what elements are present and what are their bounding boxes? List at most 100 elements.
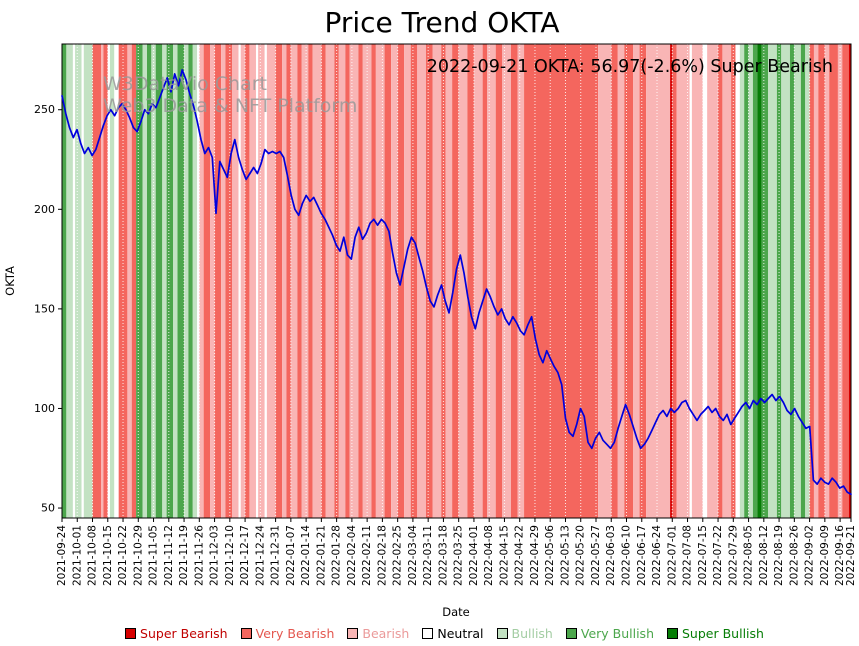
x-tick-label: 2022-01-28 (331, 525, 343, 586)
sentiment-band-bearish (349, 44, 359, 518)
sentiment-band-bullish (739, 44, 745, 518)
x-tick-label: 2022-02-11 (361, 525, 373, 586)
legend-label: Very Bearish (255, 626, 335, 641)
legend-item-super-bullish: Super Bullish (667, 626, 764, 641)
x-tick-label: 2021-10-22 (117, 525, 129, 586)
legend-swatch (347, 628, 359, 639)
x-tick-label: 2022-09-02 (804, 525, 816, 586)
sentiment-band-neutral (238, 44, 241, 518)
sentiment-band-bearish (325, 44, 335, 518)
price-line (61, 69, 852, 496)
sentiment-band-neutral (264, 44, 267, 518)
legend-swatch (125, 628, 137, 639)
x-tick-label: 2022-06-24 (651, 525, 663, 586)
sentiment-band-bearish (258, 44, 265, 518)
x-tick-label: 2021-10-29 (132, 525, 144, 586)
legend-label: Bearish (362, 626, 410, 641)
x-tick-label: 2022-03-18 (437, 525, 449, 586)
x-axis-ticks: 2021-09-24 2021-10-01 2021-10-08 2021-10-15… (56, 518, 857, 586)
x-tick-label: 2022-04-29 (529, 525, 541, 586)
sentiment-band-bearish (502, 44, 511, 518)
x-tick-label: 2022-07-22 (712, 525, 724, 586)
sentiment-band-very_bullish (188, 44, 193, 518)
sentiment-band-very_bullish (62, 44, 67, 518)
x-tick-label: 2022-02-04 (346, 525, 358, 586)
sentiment-band-bearish (517, 44, 525, 518)
sentiment-band-bullish (748, 44, 753, 518)
sentiment-band-very_bearish (410, 44, 418, 518)
sentiment-band-bearish (282, 44, 287, 518)
x-tick-label: 2022-02-25 (392, 525, 404, 586)
sentiment-band-bearish (210, 44, 215, 518)
legend-label: Super Bullish (682, 626, 764, 641)
sentiment-band-very_bearish (358, 44, 363, 518)
sentiment-band-very_bearish (829, 44, 838, 518)
sentiment-band-very_bearish (672, 44, 677, 518)
x-tick-label: 2021-12-03 (209, 525, 221, 586)
legend-swatch (240, 628, 252, 639)
sentiment-band-very_bullish (789, 44, 795, 518)
sentiment-band-bullish (109, 44, 115, 518)
x-tick-label: 2022-09-21 (845, 525, 857, 586)
y-tick-label: 50 (41, 502, 55, 515)
sentiment-band-bearish (404, 44, 411, 518)
legend-item-very-bullish: Very Bullish (565, 626, 654, 641)
legend-label: Bullish (511, 626, 553, 641)
sentiment-band-neutral (72, 44, 76, 518)
y-axis-label: OKTA (3, 266, 17, 296)
sentiment-band-very_bearish (345, 44, 350, 518)
x-tick-label: 2022-08-19 (773, 525, 785, 586)
x-tick-label: 2021-10-01 (71, 525, 83, 586)
sentiment-band-very_bullish (155, 44, 163, 518)
sentiment-band-bearish (445, 44, 453, 518)
sentiment-band-very_bearish (818, 44, 825, 518)
sentiment-band-very_bearish (482, 44, 488, 518)
sentiment-band-bearish (676, 44, 690, 518)
sentiment-band-bearish (290, 44, 298, 518)
sentiment-band-bearish (375, 44, 385, 518)
sentiment-band-bearish (199, 44, 204, 518)
y-axis-ticks: 50 100 150 200 250 (34, 103, 62, 515)
sentiment-band-bearish (458, 44, 468, 518)
sentiment-band-very_bearish (371, 44, 376, 518)
sentiment-band-very_bearish (286, 44, 291, 518)
sentiment-band-bearish (646, 44, 671, 518)
legend-item-bearish: Bearish (347, 626, 409, 641)
legend: Super Bearish Very Bearish Bearish Neutral B… (30, 626, 859, 641)
sentiment-band-very_bearish (245, 44, 250, 518)
sentiment-band-bullish (794, 44, 801, 518)
latest-value-annotation: 2022-09-21 OKTA: 56.97(-2.6%) Super Bear… (427, 57, 833, 77)
y-tick-label: 150 (34, 302, 55, 315)
sentiment-band-bearish (633, 44, 640, 518)
legend-swatch (496, 628, 508, 639)
sentiment-band-very_bearish (225, 44, 233, 518)
x-tick-label: 2022-04-01 (468, 525, 480, 586)
x-tick-label: 2022-03-04 (407, 525, 419, 586)
sentiment-band-bearish (722, 44, 732, 518)
sentiment-band-bearish (691, 44, 703, 518)
x-tick-label: 2022-06-17 (636, 525, 648, 586)
sentiment-band-very_bearish (842, 44, 849, 518)
x-tick-label: 2022-07-29 (727, 525, 739, 586)
legend-item-very-bearish: Very Bearish (240, 626, 335, 641)
sentiment-band-bearish (813, 44, 819, 518)
x-tick-label: 2021-12-31 (270, 525, 282, 586)
x-tick-label: 2021-11-12 (163, 525, 175, 586)
x-tick-label: 2022-06-10 (621, 525, 633, 586)
legend-label: Neutral (437, 626, 484, 641)
x-tick-label: 2022-05-20 (575, 525, 587, 586)
sentiment-band-bullish (768, 44, 777, 518)
legend-item-bullish: Bullish (496, 626, 553, 641)
sentiment-band-very_bearish (639, 44, 647, 518)
chart-title: Price Trend OKTA (324, 6, 559, 39)
x-tick-label: 2022-01-14 (300, 525, 312, 586)
sentiment-band-bearish (391, 44, 398, 518)
sentiment-band-bearish (101, 44, 104, 518)
sentiment-band-bearish (824, 44, 830, 518)
x-tick-label: 2021-11-26 (193, 525, 205, 586)
x-tick-label: 2022-03-11 (422, 525, 434, 586)
watermark-line1: W3DataVio Chart (103, 73, 267, 95)
x-tick-label: 2022-07-08 (682, 525, 694, 586)
sentiment-band-super_bullish (757, 44, 762, 518)
